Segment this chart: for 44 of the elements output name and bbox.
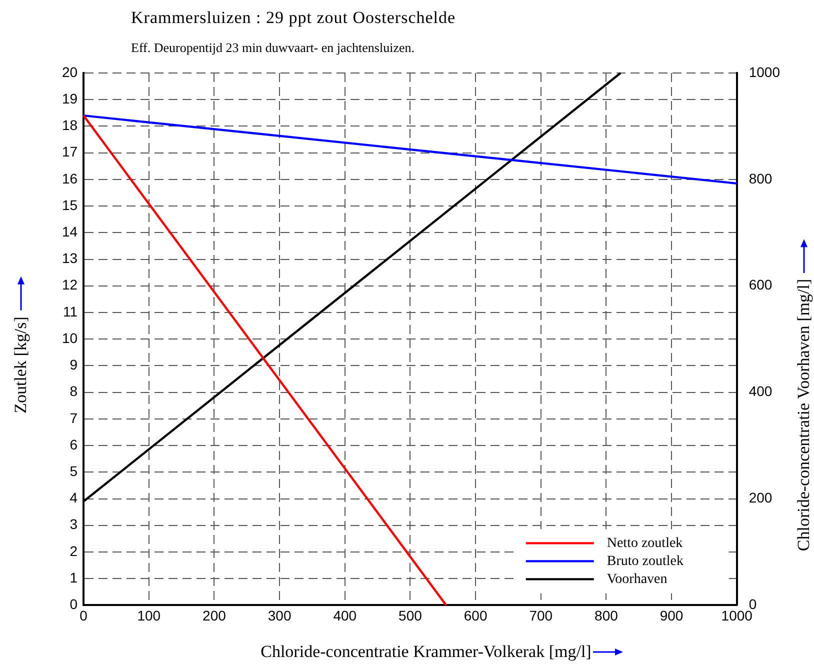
- x-tick-label: 800: [594, 607, 618, 624]
- y-tick-label: 9: [70, 356, 78, 373]
- y-tick-label: 0: [70, 596, 78, 612]
- y-tick-label: 3: [70, 516, 78, 532]
- y-tick-label: 16: [62, 170, 78, 186]
- x-tick-label: 200: [202, 607, 226, 624]
- y-tick-label: 13: [62, 250, 78, 266]
- y-tick-label: 19: [62, 90, 78, 106]
- y-tick-label: 15: [62, 196, 78, 213]
- legend-label: Bruto zoutlek: [606, 554, 684, 569]
- x-tick-label: 100: [137, 607, 161, 624]
- x-tick-label: 400: [333, 607, 357, 624]
- y2-axis-title: Chloride-concentratie Voorhaven [mg/l]: [794, 278, 814, 552]
- y-tick-label: 4: [70, 490, 78, 506]
- y-tick-label: 6: [70, 436, 78, 452]
- chart-subtitle: Eff. Deuropentijd 23 min duwvaart- en jachtensluizen.: [131, 40, 415, 56]
- y-tick-label: 1: [70, 569, 78, 586]
- legend-label: Voorhaven: [606, 572, 668, 587]
- y-tick-label: 2: [70, 542, 78, 559]
- x-tick-label: 600: [464, 607, 488, 624]
- y2-tick-label: 600: [748, 276, 772, 293]
- x-tick-label: 900: [660, 607, 684, 624]
- y-tick-label: 12: [62, 276, 78, 293]
- y-tick-label: 20: [62, 64, 78, 80]
- y2-tick-label: 800: [748, 170, 772, 186]
- x-tick-label: 0: [80, 607, 88, 624]
- y-tick-label: 18: [62, 117, 78, 134]
- y-axis-title: Zoutlek [kg/s]: [11, 316, 31, 414]
- y-tick-label: 7: [70, 410, 78, 426]
- x-axis-title: Chloride-concentratie Krammer-Volkerak [mg/l]: [260, 642, 592, 662]
- chart-title: Krammersluizen : 29 ppt zout Oosterschelde: [131, 8, 456, 28]
- y-tick-label: 8: [70, 383, 78, 400]
- y-tick-label: 17: [62, 144, 78, 160]
- legend-label: Netto zoutlek: [606, 536, 683, 551]
- x-tick-label: 500: [398, 607, 422, 624]
- x-tick-label: 700: [529, 607, 553, 624]
- y-tick-label: 14: [62, 224, 78, 240]
- y-tick-label: 11: [63, 303, 78, 320]
- y2-tick-label: 400: [748, 383, 772, 400]
- y2-tick-label: 1000: [748, 64, 780, 80]
- y2-tick-label: 200: [748, 490, 772, 506]
- x-tick-label: 300: [268, 607, 292, 624]
- y-tick-label: 10: [62, 330, 78, 346]
- y-tick-label: 5: [70, 463, 78, 480]
